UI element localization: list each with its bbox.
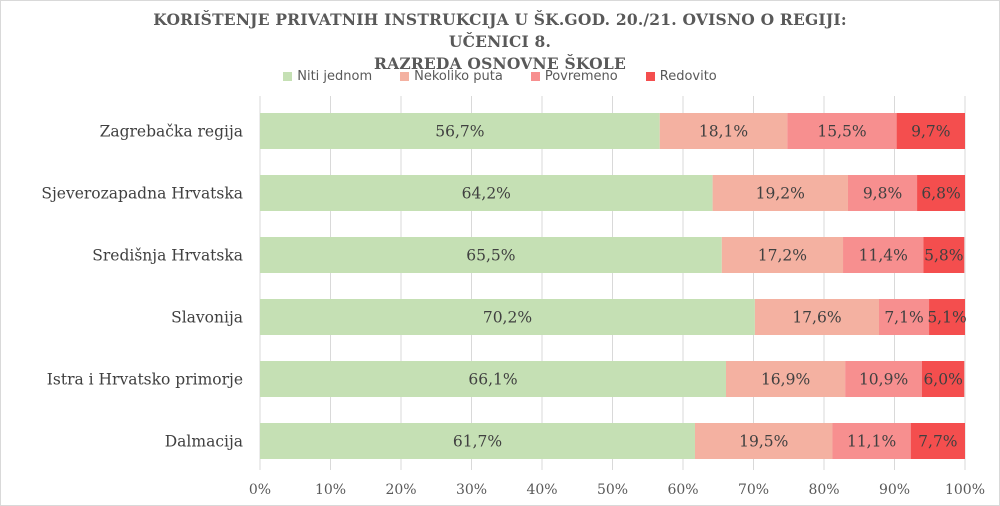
legend-label: Redovito: [659, 69, 717, 84]
legend-item-niti-jednom: Niti jednom: [283, 69, 372, 84]
legend-item-povremeno: Povremeno: [530, 69, 618, 84]
legend-swatch: [530, 72, 540, 81]
legend-item-redovito: Redovito: [645, 69, 717, 84]
legend-swatch: [283, 72, 293, 81]
chart-legend: Niti jednom Nekoliko puta Povremeno Redo…: [0, 69, 1000, 84]
legend-swatch: [645, 72, 655, 81]
legend-swatch: [400, 72, 410, 81]
legend-label: Povremeno: [544, 69, 618, 84]
legend-item-nekoliko-puta: Nekoliko puta: [400, 69, 503, 84]
legend-label: Niti jednom: [297, 69, 373, 84]
chart-title-line-1: KORIŠTENJE PRIVATNIH INSTRUKCIJA U ŠK.GO…: [153, 10, 847, 51]
chart-title: KORIŠTENJE PRIVATNIH INSTRUKCIJA U ŠK.GO…: [120, 9, 880, 75]
chart-title-line-2: RAZREDA OSNOVNE ŠKOLE: [374, 54, 626, 73]
legend-label: Nekoliko puta: [414, 69, 503, 84]
